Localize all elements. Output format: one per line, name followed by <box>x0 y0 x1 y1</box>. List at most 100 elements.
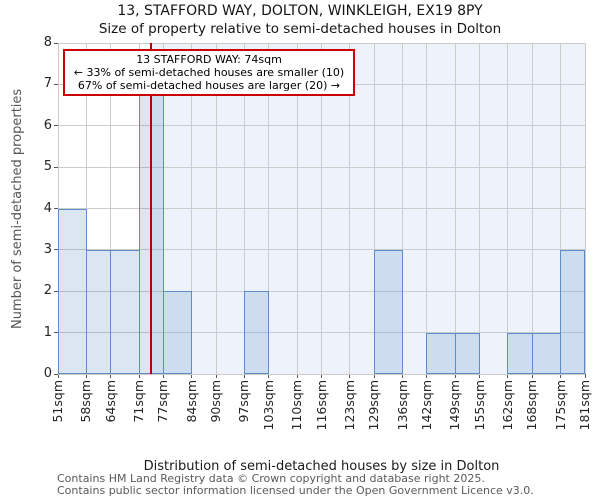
x-gridline <box>507 43 509 374</box>
x-tick-mark <box>402 374 404 378</box>
x-tick-label: 84sqm <box>183 380 199 423</box>
x-tick-mark <box>268 374 270 378</box>
x-tick-mark <box>584 374 586 378</box>
x-tick-mark <box>243 374 245 378</box>
y-gridline <box>58 373 585 375</box>
annotation-smaller-share: ← 33% of semi-detached houses are smalle… <box>73 66 345 79</box>
y-tick-mark <box>54 373 58 375</box>
x-tick-mark <box>215 374 217 378</box>
x-tick-label: 175sqm <box>552 380 568 431</box>
x-tick-label: 58sqm <box>78 380 94 423</box>
x-tick-label: 149sqm <box>447 380 463 431</box>
x-tick-mark <box>162 374 164 378</box>
x-gridline <box>268 43 270 374</box>
footer-line-2: Contains public sector information licen… <box>57 483 534 497</box>
property-size-marker-line <box>150 43 153 374</box>
x-gridline <box>402 43 404 374</box>
y-tick-mark <box>54 125 58 127</box>
x-tick-mark <box>454 374 456 378</box>
histogram-bar <box>454 332 481 374</box>
x-gridline <box>215 43 217 374</box>
footer: Contains HM Land Registry data © Crown c… <box>57 473 534 496</box>
x-tick-label: 181sqm <box>577 380 592 431</box>
y-tick-label: 1 <box>43 324 52 340</box>
x-tick-mark <box>296 374 298 378</box>
x-tick-label: 136sqm <box>394 380 410 431</box>
x-tick-mark <box>479 374 481 378</box>
footer-line-1: Contains HM Land Registry data © Crown c… <box>57 472 485 485</box>
x-gridline <box>110 43 112 374</box>
x-tick-label: 162sqm <box>499 380 515 431</box>
y-tick-label: 4 <box>43 200 52 216</box>
annotation-larger-share: 67% of semi-detached houses are larger (… <box>77 79 341 92</box>
x-gridline <box>560 43 562 374</box>
x-tick-label: 97sqm <box>236 380 252 423</box>
x-gridline <box>454 43 456 374</box>
x-axis-label: Distribution of semi-detached houses by … <box>143 459 500 474</box>
histogram-bar <box>560 249 586 374</box>
y-tick-label: 7 <box>43 76 52 92</box>
y-tick-mark <box>54 83 58 85</box>
x-gridline <box>321 43 322 374</box>
x-tick-label: 51sqm <box>50 380 65 423</box>
histogram-bar <box>85 249 112 374</box>
histogram-bar <box>162 291 193 374</box>
x-tick-mark <box>349 374 351 378</box>
x-gridline <box>243 43 245 374</box>
x-tick-mark <box>57 374 59 378</box>
x-tick-label: 168sqm <box>524 380 540 431</box>
x-tick-label: 90sqm <box>208 380 224 423</box>
y-axis-label: Number of semi-detached properties <box>10 88 25 329</box>
x-tick-mark <box>321 374 322 378</box>
x-tick-mark <box>507 374 509 378</box>
x-tick-label: 155sqm <box>471 380 487 431</box>
y-tick-mark <box>54 332 58 334</box>
x-gridline <box>479 43 481 374</box>
x-gridline <box>426 43 428 374</box>
x-tick-mark <box>191 374 193 378</box>
x-tick-label: 116sqm <box>313 380 329 431</box>
annotation-box: 13 STAFFORD WAY: 74sqm ← 33% of semi-det… <box>63 49 355 96</box>
x-tick-label: 142sqm <box>418 380 434 431</box>
chart-subtitle: Size of property relative to semi-detach… <box>98 21 502 37</box>
histogram-bar <box>373 249 404 374</box>
x-gridline <box>296 43 298 374</box>
y-tick-mark <box>54 166 58 168</box>
x-tick-mark <box>531 374 533 378</box>
x-tick-label: 64sqm <box>102 380 118 423</box>
y-tick-label: 2 <box>43 283 52 299</box>
histogram-bar <box>57 208 87 374</box>
y-tick-label: 3 <box>43 241 52 257</box>
x-gridline <box>191 43 193 374</box>
y-tick-mark <box>54 208 58 209</box>
histogram-bar <box>531 332 562 374</box>
annotation-property-size: 13 STAFFORD WAY: 74sqm <box>136 53 282 66</box>
y-tick-label: 6 <box>43 117 52 133</box>
x-tick-label: 103sqm <box>260 380 276 431</box>
histogram-bar <box>110 249 140 374</box>
x-tick-label: 71sqm <box>131 380 147 423</box>
y-tick-label: 5 <box>43 159 52 175</box>
y-tick-label: 0 <box>43 366 52 381</box>
y-tick-label: 8 <box>43 35 52 50</box>
x-tick-label: 129sqm <box>366 380 382 431</box>
x-gridline <box>373 43 375 374</box>
histogram-bar <box>243 291 270 374</box>
y-tick-mark <box>54 249 58 251</box>
x-tick-label: 110sqm <box>289 380 305 431</box>
chart-title: 13, STAFFORD WAY, DOLTON, WINKLEIGH, EX1… <box>117 3 483 19</box>
x-tick-mark <box>560 374 562 378</box>
x-gridline <box>531 43 533 374</box>
x-tick-mark <box>85 374 87 378</box>
x-tick-label: 77sqm <box>155 380 171 423</box>
x-tick-mark <box>138 374 140 378</box>
x-gridline <box>349 43 351 374</box>
x-gridline <box>584 43 586 374</box>
x-tick-mark <box>110 374 112 378</box>
y-tick-mark <box>54 290 58 292</box>
histogram-bar <box>507 332 533 374</box>
plot-area: 13 STAFFORD WAY: 74sqm ← 33% of semi-det… <box>57 42 586 375</box>
histogram-bar <box>426 332 456 374</box>
x-tick-label: 123sqm <box>341 380 357 431</box>
